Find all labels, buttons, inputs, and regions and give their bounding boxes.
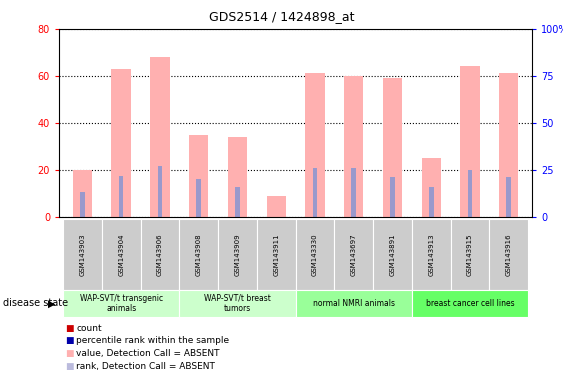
Bar	[412, 290, 528, 317]
Text: GSM143908: GSM143908	[196, 233, 202, 276]
Bar	[412, 219, 450, 290]
Text: GSM143906: GSM143906	[157, 233, 163, 276]
Text: GSM143915: GSM143915	[467, 233, 473, 276]
Bar	[312, 168, 318, 217]
Text: GDS2514 / 1424898_at: GDS2514 / 1424898_at	[209, 10, 354, 23]
Text: GSM143904: GSM143904	[118, 233, 124, 276]
Bar	[305, 73, 325, 217]
Bar	[63, 219, 102, 290]
Bar	[158, 166, 162, 217]
Bar	[296, 290, 412, 317]
Bar	[390, 177, 395, 217]
Bar	[228, 137, 247, 217]
Text: WAP-SVT/t transgenic
animals: WAP-SVT/t transgenic animals	[79, 294, 163, 313]
Text: GSM143911: GSM143911	[273, 233, 279, 276]
Bar	[179, 290, 296, 317]
Bar	[373, 219, 412, 290]
Text: WAP-SVT/t breast
tumors: WAP-SVT/t breast tumors	[204, 294, 271, 313]
Text: GSM143903: GSM143903	[79, 233, 86, 276]
Bar	[468, 170, 472, 217]
Text: percentile rank within the sample: percentile rank within the sample	[76, 336, 229, 346]
Text: GSM143891: GSM143891	[390, 233, 395, 276]
Bar	[450, 219, 489, 290]
Bar	[422, 158, 441, 217]
Bar	[80, 192, 84, 217]
Bar	[507, 177, 511, 217]
Text: count: count	[76, 324, 102, 333]
Bar	[150, 57, 169, 217]
Text: disease state: disease state	[3, 298, 68, 308]
Text: GSM143916: GSM143916	[506, 233, 512, 276]
Bar	[119, 175, 123, 217]
Bar	[334, 219, 373, 290]
Bar	[461, 66, 480, 217]
Bar	[351, 168, 356, 217]
Bar	[218, 219, 257, 290]
Text: ■: ■	[65, 324, 73, 333]
Text: ■: ■	[65, 362, 73, 371]
Bar	[266, 196, 286, 217]
Text: ▶: ▶	[48, 298, 55, 308]
Text: GSM143330: GSM143330	[312, 233, 318, 276]
Bar	[344, 76, 363, 217]
Bar	[489, 219, 528, 290]
Text: ■: ■	[65, 336, 73, 346]
Text: normal NMRI animals: normal NMRI animals	[312, 299, 395, 308]
Bar	[429, 187, 434, 217]
Text: GSM143909: GSM143909	[234, 233, 240, 276]
Bar	[196, 179, 201, 217]
Bar	[102, 219, 141, 290]
Bar	[141, 219, 179, 290]
Bar	[383, 78, 402, 217]
Bar	[63, 290, 179, 317]
Text: value, Detection Call = ABSENT: value, Detection Call = ABSENT	[76, 349, 220, 358]
Text: breast cancer cell lines: breast cancer cell lines	[426, 299, 515, 308]
Bar	[111, 69, 131, 217]
Text: GSM143697: GSM143697	[351, 233, 357, 276]
Text: ■: ■	[65, 349, 73, 358]
Bar	[189, 135, 208, 217]
Bar	[235, 187, 240, 217]
Bar	[499, 73, 519, 217]
Text: rank, Detection Call = ABSENT: rank, Detection Call = ABSENT	[76, 362, 215, 371]
Bar	[296, 219, 334, 290]
Bar	[257, 219, 296, 290]
Bar	[73, 170, 92, 217]
Text: GSM143913: GSM143913	[428, 233, 434, 276]
Bar	[179, 219, 218, 290]
